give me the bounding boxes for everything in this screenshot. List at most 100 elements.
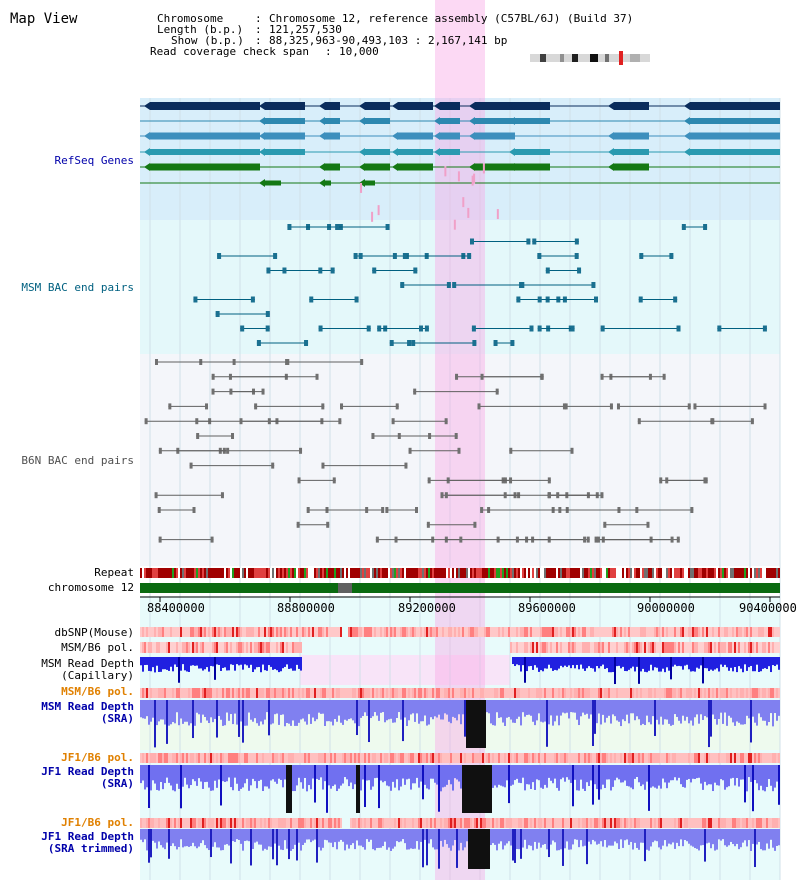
polymorphism-bin	[406, 753, 408, 763]
polymorphism-bin	[570, 627, 572, 637]
read-depth-bin	[476, 765, 478, 813]
read-depth-bin	[196, 829, 198, 849]
read-depth-bin	[506, 700, 508, 718]
polymorphism-bin	[454, 688, 456, 698]
polymorphism-bin	[522, 818, 524, 828]
read-depth-bin	[142, 700, 144, 719]
polymorphism-bin	[268, 688, 270, 698]
repeat-feature	[360, 568, 362, 578]
polymorphism-bin	[496, 627, 498, 637]
polymorphism-bin	[242, 753, 244, 763]
polymorphism-bin	[410, 753, 412, 763]
read-depth-bin	[198, 829, 200, 847]
polymorphism-bin	[150, 753, 152, 763]
repeat-feature	[470, 568, 472, 578]
read-depth-bin	[682, 829, 684, 847]
read-depth-bin	[632, 657, 634, 667]
polymorphism-bin	[452, 688, 454, 698]
read-depth-bin	[168, 829, 170, 859]
gene-strand-arrow	[144, 148, 150, 156]
polymorphism-bin	[538, 753, 540, 763]
read-depth-bin	[552, 700, 554, 726]
polymorphism-bin	[732, 642, 734, 653]
polymorphism-bin	[314, 818, 316, 828]
gene-block	[475, 132, 515, 140]
polymorphism-bin	[602, 627, 604, 637]
polymorphism-bin	[530, 753, 532, 763]
polymorphism-bin	[340, 818, 342, 828]
polymorphism-bin	[472, 753, 474, 763]
read-depth-bin	[386, 829, 388, 850]
polymorphism-bin	[596, 688, 598, 698]
gene-strand-arrow	[359, 163, 365, 171]
read-depth-bin	[616, 657, 618, 667]
read-depth-bin	[748, 700, 750, 719]
polymorphism-bin	[334, 753, 336, 763]
repeat-feature	[440, 568, 442, 578]
read-depth-bin	[276, 765, 278, 784]
ideogram-band	[630, 54, 640, 62]
read-depth-bin	[214, 765, 216, 781]
track-label-b6n-bac-end-pairs[interactable]: B6N BAC end pairs	[21, 454, 134, 467]
read-depth-bin	[692, 700, 694, 726]
polymorphism-bin	[622, 818, 624, 828]
read-depth-bin	[442, 765, 444, 788]
read-depth-bin	[530, 765, 532, 790]
polymorphism-bin	[270, 642, 272, 653]
polymorphism-bin	[568, 753, 570, 763]
polymorphism-bin	[460, 818, 462, 828]
track-label-refseq-genes[interactable]: RefSeq Genes	[54, 154, 134, 167]
polymorphism-bin	[504, 688, 506, 698]
read-depth-bin	[334, 700, 336, 720]
read-depth-bin	[764, 829, 766, 851]
polymorphism-bin	[696, 642, 698, 653]
read-depth-bin	[462, 829, 464, 851]
polymorphism-bin	[408, 818, 410, 828]
polymorphism-bin	[480, 753, 482, 763]
read-depth-bin	[648, 657, 650, 671]
gene-block	[265, 132, 305, 140]
polymorphism-bin	[694, 642, 696, 653]
read-depth-bin	[258, 829, 260, 845]
polymorphism-bin	[614, 818, 616, 828]
polymorphism-bin	[188, 688, 190, 698]
polymorphism-bin	[184, 818, 186, 828]
track-label-msm-bac-end-pairs[interactable]: MSM BAC end pairs	[21, 281, 134, 294]
polymorphism-bin	[366, 818, 368, 828]
polymorphism-bin	[432, 627, 434, 637]
track-label-jf1-depth-sra: JF1 Read Depth	[41, 765, 134, 778]
read-depth-bin	[470, 700, 472, 748]
repeat-feature	[258, 568, 260, 578]
repeat-feature	[572, 568, 574, 578]
read-depth-bin	[690, 829, 692, 846]
polymorphism-bin	[320, 688, 322, 698]
read-depth-bin	[206, 829, 208, 849]
read-depth-bin	[712, 700, 714, 715]
read-depth-bin	[756, 657, 758, 665]
read-depth-bin	[688, 657, 690, 670]
read-depth-bin	[580, 657, 582, 665]
polymorphism-bin	[512, 642, 514, 653]
polymorphism-bin	[228, 688, 230, 698]
read-depth-bin	[358, 829, 360, 846]
polymorphism-bin	[560, 753, 562, 763]
repeat-feature	[626, 568, 628, 578]
repeat-feature	[372, 568, 374, 578]
bac-end	[413, 388, 417, 395]
gene-block	[365, 163, 390, 171]
read-depth-bin	[750, 765, 752, 782]
read-depth-bin	[592, 765, 594, 805]
polymorphism-bin	[534, 753, 536, 763]
track-label-msm-depth-capillary-sub: (Capillary)	[61, 669, 134, 682]
polymorphism-bin	[302, 627, 304, 637]
read-depth-bin	[508, 765, 510, 804]
read-depth-bin	[320, 765, 322, 778]
polymorphism-bin	[306, 627, 308, 637]
polymorphism-bin	[706, 642, 708, 653]
read-depth-bin	[230, 657, 232, 665]
read-depth-bin	[162, 765, 164, 790]
polymorphism-bin	[148, 627, 150, 637]
read-depth-bin	[622, 765, 624, 783]
polymorphism-bin	[694, 688, 696, 698]
polymorphism-bin	[654, 642, 656, 653]
